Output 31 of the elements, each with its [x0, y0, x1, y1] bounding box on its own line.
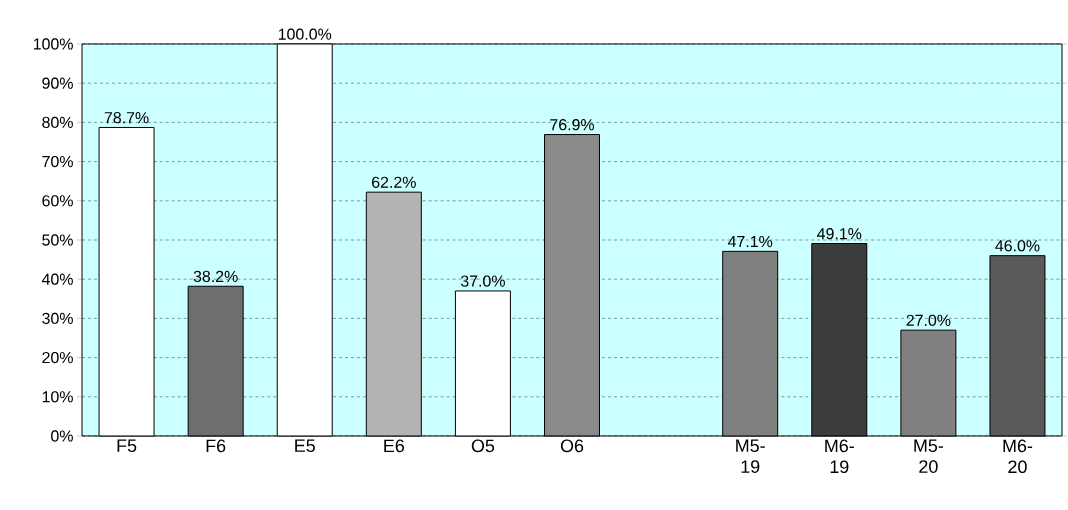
data-label: 76.9%	[550, 119, 595, 131]
data-label: 46.0%	[995, 240, 1040, 252]
y-tick-label: 90%	[42, 77, 73, 89]
x-tick-label: M6-19	[825, 439, 854, 474]
x-tick-label: O5	[471, 439, 495, 453]
y-tick-label: 70%	[42, 155, 73, 168]
x-tick-label: F5	[117, 439, 137, 453]
y-tick-label: 100%	[33, 38, 73, 50]
y-tick-label: 50%	[42, 234, 73, 246]
data-label: 47.1%	[727, 236, 773, 248]
x-tick-label: E6	[384, 439, 405, 453]
data-label: 62.2%	[372, 176, 416, 188]
x-tick-label: M5-19	[736, 439, 765, 473]
data-label: 78.7%	[104, 112, 149, 124]
y-tick-label: 30%	[42, 312, 73, 325]
data-label: 37.0%	[460, 275, 505, 287]
data-label: 49.1%	[817, 228, 862, 240]
y-tick-label: 20%	[42, 351, 73, 364]
x-tick-label: F6	[206, 439, 226, 453]
x-tick-label: O6	[560, 439, 584, 453]
x-tick-label: M6-20	[1003, 439, 1033, 474]
x-tick-label: M5-20	[914, 439, 944, 473]
y-tick-label: 80%	[42, 116, 73, 129]
y-tick-label: 0%	[51, 430, 73, 442]
data-label: 38.2%	[193, 270, 238, 283]
y-tick-label: 40%	[41, 273, 73, 285]
x-tick-label: E5	[295, 439, 315, 453]
data-label: 27.0%	[906, 314, 951, 326]
y-tick-label: 60%	[42, 195, 73, 207]
y-tick-label: 10%	[42, 391, 73, 403]
data-label: 100.0%	[278, 28, 332, 40]
